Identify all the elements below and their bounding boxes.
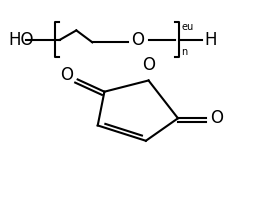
- Text: eu: eu: [182, 22, 194, 32]
- Text: O: O: [60, 66, 73, 84]
- Text: O: O: [131, 31, 144, 49]
- Text: n: n: [182, 47, 188, 57]
- Text: HO: HO: [8, 31, 34, 49]
- Text: H: H: [205, 31, 217, 49]
- Text: O: O: [210, 109, 223, 127]
- Text: O: O: [142, 56, 155, 74]
